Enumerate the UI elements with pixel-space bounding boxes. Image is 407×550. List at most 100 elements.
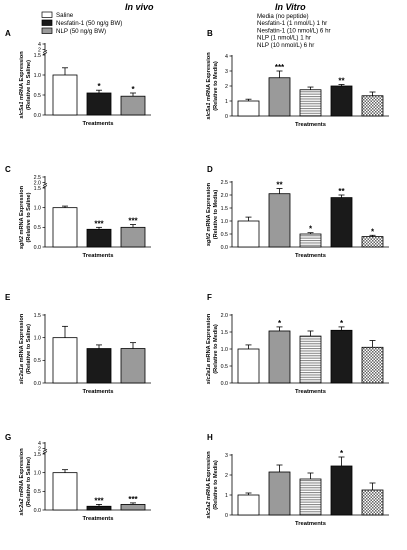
bar (330, 329, 353, 384)
y-axis-label: slc5a1 mRNA Expression (206, 52, 212, 120)
y-axis-label: slc5a1 mRNA Expression (19, 51, 25, 119)
y-tick-label: 1.0 (34, 205, 41, 211)
legend-label: Nesfatin-1 (10 nmol/L) 6 hr (257, 27, 331, 34)
y-axis-label: slc2a1a mRNA Expression (19, 313, 25, 384)
y-axis-label: sglt2 mRNA Expression (19, 185, 25, 249)
y-break-label: 4 (38, 42, 41, 48)
axis-break-mark (42, 183, 48, 186)
panel-g: G 0.0 0.5 1.0 1.5 42 *** *** Treatments slc2a2 mR… (5, 433, 151, 522)
y-tick-label: 0.5 (34, 489, 41, 495)
y-tick-label: 0.5 (34, 93, 41, 99)
x-axis-label: Treatments (295, 521, 326, 527)
significance-marker: *** (128, 217, 138, 226)
panel-label: B (207, 29, 213, 38)
significance-marker: *** (94, 219, 104, 228)
y-tick-label: 1.5 (221, 330, 228, 336)
bar (120, 226, 146, 248)
bar (120, 503, 146, 511)
x-axis-label: Treatments (83, 516, 114, 522)
significance-marker: ** (338, 77, 345, 86)
y-axis-label: slc2a1a mRNA Expression (206, 313, 212, 384)
panel-label: D (207, 165, 213, 174)
legend-swatch (41, 19, 53, 26)
bar (52, 74, 78, 116)
bar (237, 494, 260, 516)
significance-marker: * (278, 319, 282, 328)
significance-marker: * (131, 85, 135, 94)
y-break-label: 2.5 (34, 175, 41, 181)
significance-marker: * (340, 449, 344, 458)
bar (52, 472, 78, 511)
bar (268, 471, 291, 516)
y-tick-label: 3 (225, 69, 228, 75)
x-axis-label: Treatments (295, 389, 326, 395)
y-break-label: 4 (38, 441, 41, 447)
legend-label: NLP (1 nmol/L) 1 hr (257, 35, 311, 42)
x-axis-label: Treatments (295, 253, 326, 259)
legend-label: NLP (50 ng/g BW) (56, 28, 106, 35)
y-tick-label: 2 (225, 473, 228, 479)
y-tick-label: 0.5 (34, 358, 41, 364)
y-break-label: 2.0 (34, 180, 41, 186)
legend-label: Saline (56, 12, 74, 19)
y-break-label: 2 (38, 446, 41, 452)
header-in-vivo: In vivo (125, 2, 154, 12)
bar (52, 337, 78, 384)
significance-marker: *** (128, 495, 138, 504)
bar (86, 348, 112, 384)
bar (299, 89, 322, 117)
y-tick-label: 0.5 (221, 232, 228, 238)
axis-break-mark (42, 50, 48, 53)
y-tick-label: 1.5 (34, 53, 41, 59)
y-axis-label: slc2a2 mRNA Expression (19, 448, 25, 516)
y-tick-label: 1 (225, 99, 228, 105)
y-axis-label-secondary: (Relative to Saline) (26, 60, 32, 110)
y-tick-label: 1 (225, 493, 228, 499)
panel-label: C (5, 165, 11, 174)
y-tick-label: 1.0 (34, 335, 41, 341)
bar (120, 348, 146, 384)
axis-break-mark (42, 52, 48, 55)
legend-label: Media (no peptide) (257, 13, 309, 20)
y-tick-label: 0.0 (34, 381, 41, 387)
y-tick-label: 0 (225, 114, 228, 120)
axis-break-mark (42, 451, 48, 454)
bar (268, 330, 291, 384)
bar (237, 220, 260, 248)
y-tick-label: 1.0 (34, 73, 41, 79)
panel-f: F 0.0 0.5 1.0 1.5 2.0 * * Treatments slc2a1a mRNA… (206, 293, 389, 395)
y-tick-label: 3 (225, 453, 228, 459)
panel-label: E (5, 293, 11, 302)
bar (52, 207, 78, 248)
significance-marker: ** (338, 187, 345, 196)
bar (361, 95, 384, 117)
bar (299, 233, 322, 248)
y-tick-label: 1.5 (34, 186, 41, 192)
bar (330, 197, 353, 248)
y-axis-label-secondary: (Relative to Media) (213, 190, 219, 240)
legend-label: Nesfatin-1 (50 ng/g BW) (56, 20, 122, 27)
bar (361, 236, 384, 248)
y-tick-label: 0.0 (34, 113, 41, 119)
panel-label: A (5, 29, 11, 38)
bar (120, 95, 146, 116)
y-tick-label: 0.5 (221, 364, 228, 370)
legend-label: NLP (10 nmol/L) 6 hr (257, 42, 314, 49)
significance-marker: * (97, 82, 101, 91)
panel-c: C 0.0 0.5 1.0 1.5 2.52.0 *** *** Treatments sglt2… (5, 165, 151, 259)
y-axis-label-secondary: (Relative to Saline) (26, 192, 32, 242)
bar (299, 335, 322, 384)
y-tick-label: 4 (225, 54, 228, 60)
panel-a: A 0.0 0.5 1.0 1.5 42 * * Treatments slc5a1 mRNA E… (5, 29, 151, 127)
x-axis-label: Treatments (83, 253, 114, 259)
y-axis-label-secondary: (Relative to Saline) (26, 457, 32, 507)
legend-in-vitro: Media (no peptide)Nesfatin-1 (1 nmol/L) … (257, 13, 331, 49)
significance-marker: * (371, 227, 375, 236)
axis-break-mark (42, 449, 48, 452)
bar (86, 92, 112, 116)
y-axis-label-secondary: (Relative to Saline) (26, 324, 32, 374)
